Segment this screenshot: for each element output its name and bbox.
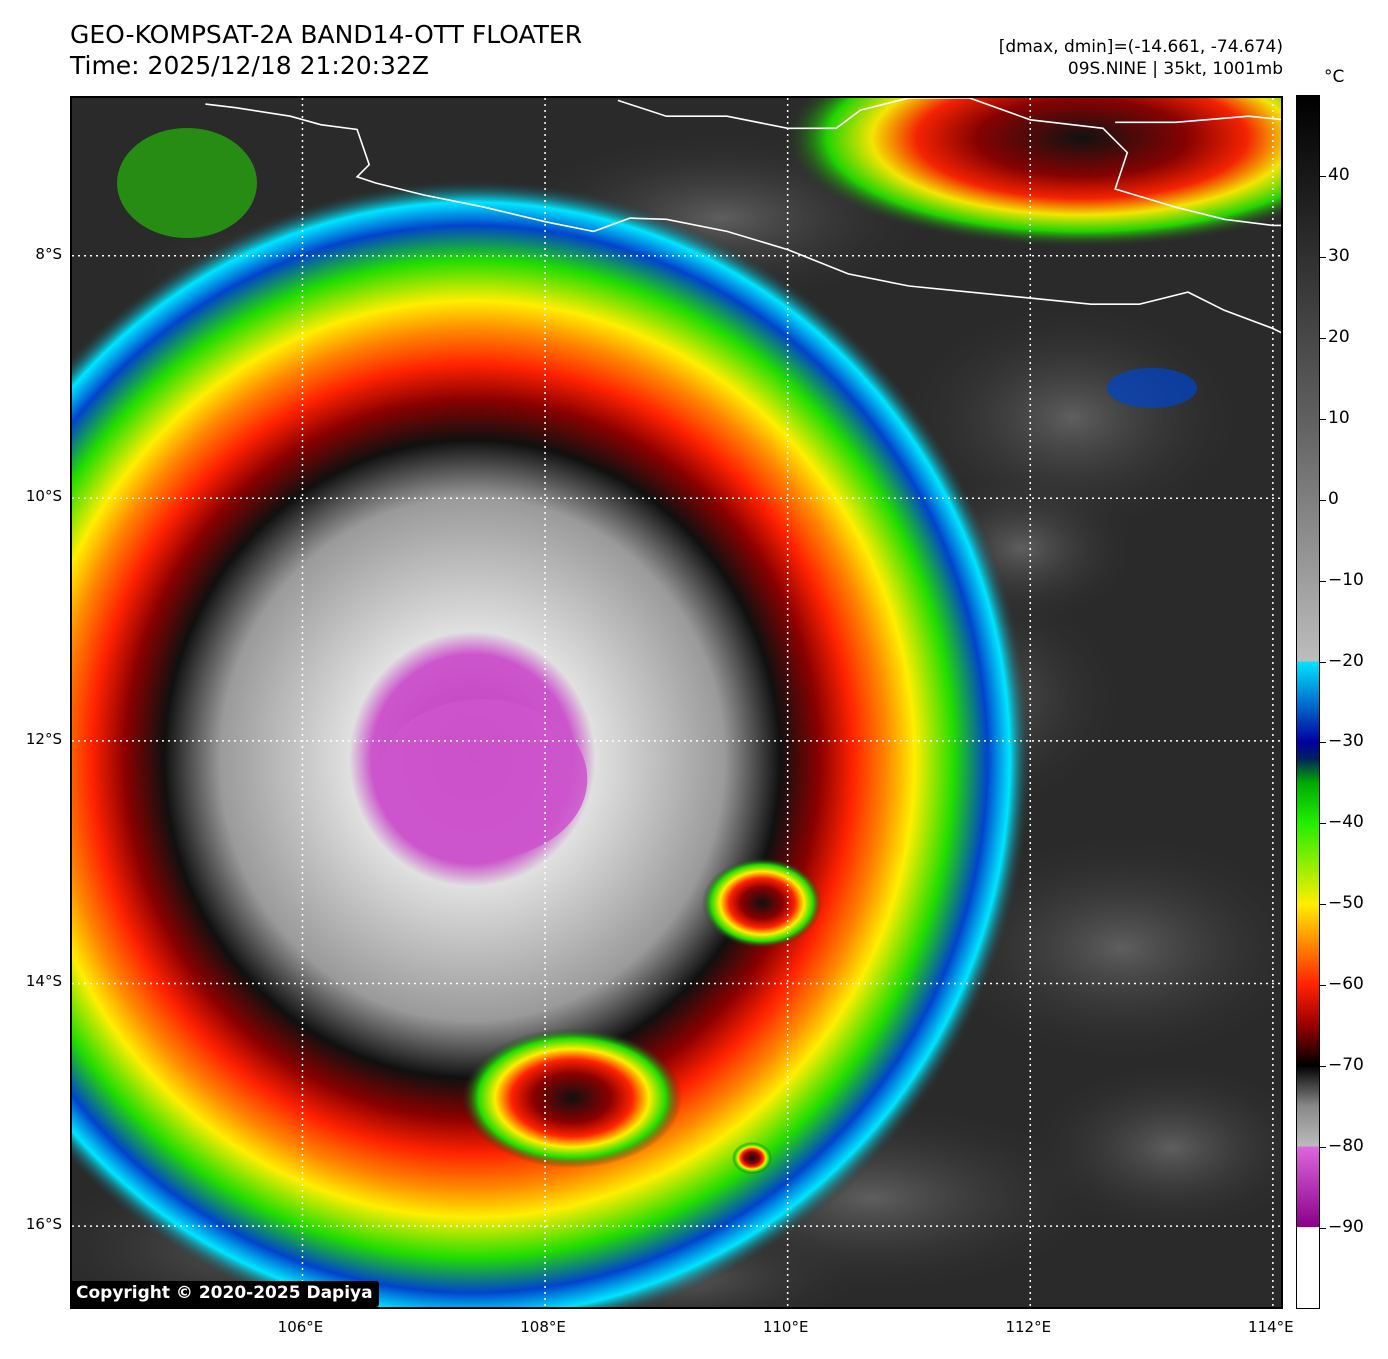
latitude-tick-label: 8°S xyxy=(35,244,62,263)
colorbar-tick xyxy=(1320,580,1326,582)
colorbar-tick-label: −80 xyxy=(1328,1136,1364,1157)
copyright-badge: Copyright © 2020-2025 Dapiya xyxy=(70,1281,379,1307)
colorbar-tick-label: −10 xyxy=(1328,569,1364,590)
satellite-map-svg xyxy=(72,98,1281,1307)
colorbar-tick-label: 30 xyxy=(1328,245,1350,266)
colorbar-tick-label: −20 xyxy=(1328,650,1364,671)
gridlines-layer xyxy=(72,98,1281,1307)
colorbar-tick xyxy=(1320,1066,1326,1068)
south-convective-cell xyxy=(462,1028,682,1168)
small-convective-cell xyxy=(732,1142,772,1174)
colorbar-tick xyxy=(1320,256,1326,258)
latitude-tick-label: 16°S xyxy=(25,1215,62,1234)
longitude-tick-label: 112°E xyxy=(1005,1318,1052,1336)
colorbar-tick-label: −90 xyxy=(1328,1217,1364,1238)
colorbar-tick xyxy=(1320,661,1326,663)
longitude-tick-label: 110°E xyxy=(762,1318,809,1336)
colorbar-tick xyxy=(1320,499,1326,501)
storm-info-text: 09S.NINE | 35kt, 1001mb xyxy=(1067,59,1283,79)
northern-convection xyxy=(782,98,1281,248)
cyclone-coldest-core xyxy=(377,699,588,860)
longitude-tick-label: 108°E xyxy=(520,1318,566,1336)
colorbar-tick xyxy=(1320,985,1326,987)
timestamp: Time: 2025/12/18 21:20:32Z xyxy=(70,51,429,80)
colorbar-tick xyxy=(1320,904,1326,906)
colorbar-tick xyxy=(1320,742,1326,744)
latitude-tick-label: 14°S xyxy=(25,972,62,991)
colorbar-unit: °C xyxy=(1324,67,1345,87)
colorbar-tick xyxy=(1320,1147,1326,1149)
chart-title: GEO-KOMPSAT-2A BAND14-OTT FLOATER xyxy=(70,20,583,49)
colorbar-tick-label: 10 xyxy=(1328,407,1350,428)
colorbar-tick-label: −40 xyxy=(1328,812,1364,833)
coastline xyxy=(205,103,1281,334)
colorbar-tick-label: −50 xyxy=(1328,893,1364,914)
coastline-layer xyxy=(205,98,1281,334)
latitude-tick-label: 12°S xyxy=(25,729,62,748)
east-convective-cell xyxy=(702,858,822,948)
temperature-range-text: [dmax, dmin]=(-14.661, -74.674) xyxy=(998,37,1283,57)
colorbar-tick xyxy=(1320,337,1326,339)
coastline xyxy=(1115,115,1281,124)
colorbar-tick-label: 40 xyxy=(1328,164,1350,185)
coastline xyxy=(617,98,1281,227)
colorbar-tick xyxy=(1320,175,1326,177)
nw-convective-cell xyxy=(117,128,257,238)
colorbar-tick xyxy=(1320,823,1326,825)
colorbar-tick-label: −60 xyxy=(1328,974,1364,995)
storm-layer xyxy=(72,98,1281,1307)
longitude-tick-label: 114°E xyxy=(1248,1318,1294,1336)
satellite-map xyxy=(70,96,1283,1309)
longitude-tick-label: 106°E xyxy=(277,1318,324,1336)
colorbar-tick xyxy=(1320,418,1326,420)
latitude-tick-label: 10°S xyxy=(25,487,62,506)
colorbar-tick-label: −70 xyxy=(1328,1055,1364,1076)
colorbar-tick-label: 20 xyxy=(1328,326,1350,347)
colorbar-tick-label: 0 xyxy=(1328,488,1339,509)
colorbar-tick-label: −30 xyxy=(1328,731,1364,752)
colorbar-tick xyxy=(1320,1228,1326,1230)
ne-convective-cell xyxy=(1107,368,1197,408)
colorbar xyxy=(1296,95,1320,1309)
